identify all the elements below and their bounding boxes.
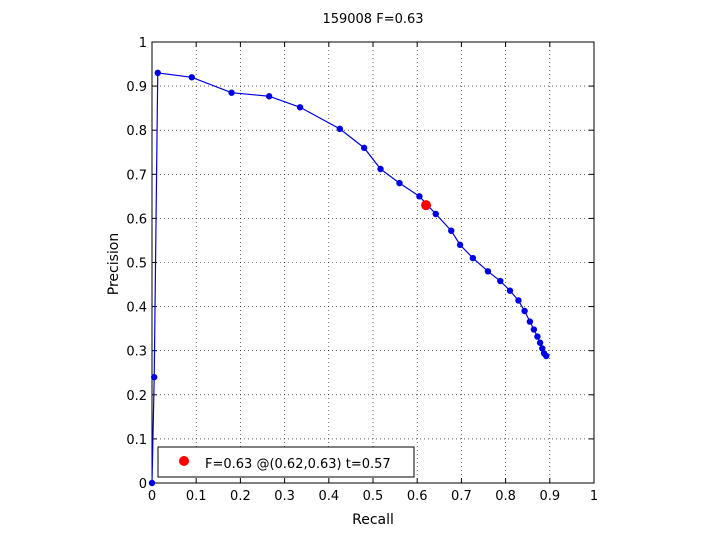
- grid-lines: [152, 42, 594, 483]
- legend-box: [157, 446, 415, 478]
- data-point: [265, 93, 273, 100]
- y-tick-label: 0.3: [126, 345, 147, 360]
- data-point: [543, 352, 550, 360]
- data-point: [154, 69, 161, 77]
- y-axis-label: Precision: [106, 233, 122, 295]
- y-tick-label: 0.9: [126, 80, 147, 95]
- x-tick-label: 0.6: [407, 489, 428, 504]
- data-point: [416, 193, 423, 200]
- legend: F=0.63 @(0.62,0.63) t=0.57: [157, 446, 415, 478]
- y-tick-label: 0.1: [126, 433, 147, 448]
- y-tick-label: 0.2: [126, 389, 147, 404]
- data-point: [526, 318, 534, 325]
- y-tick-label: 1: [139, 36, 147, 51]
- x-axis-label: Recall: [352, 512, 394, 528]
- series-line: [151, 72, 547, 484]
- data-point: [506, 287, 514, 294]
- data-point: [360, 144, 368, 152]
- x-tick-label: 0.3: [274, 489, 295, 504]
- data-point: [456, 241, 464, 249]
- x-tick-label: 0: [148, 489, 156, 504]
- y-tick-label: 0.7: [126, 168, 147, 183]
- legend-marker: [179, 456, 189, 466]
- data-point: [377, 165, 384, 173]
- data-point: [530, 326, 538, 333]
- data-point: [497, 277, 504, 285]
- data-point: [534, 333, 541, 340]
- data-point: [515, 297, 522, 304]
- axis-ticks: 0 0.1 0.2 0.3 0.4 0.5 0.6 0.7 0.8 0.9 1 0 0.1 0.2 0.3 0…: [126, 36, 598, 504]
- data-point: [336, 125, 344, 133]
- data-point: [188, 74, 195, 81]
- x-tick-label: 0.4: [318, 489, 339, 504]
- data-point: [432, 210, 439, 218]
- highlight-layer: [421, 200, 432, 211]
- x-tick-label: 1: [590, 489, 598, 504]
- x-tick-label: 0.2: [230, 489, 251, 504]
- data-point: [539, 345, 546, 352]
- series-layer: [148, 69, 550, 487]
- best-f-point: [421, 200, 432, 211]
- data-point: [296, 104, 304, 111]
- x-tick-label: 0.5: [363, 489, 384, 504]
- y-tick-label: 0.6: [126, 212, 147, 227]
- data-point: [484, 268, 492, 275]
- data-point: [396, 179, 403, 187]
- data-point: [521, 307, 528, 315]
- data-point: [448, 227, 455, 234]
- data-point: [151, 373, 158, 381]
- data-point: [469, 254, 477, 262]
- y-tick-label: 0: [139, 477, 147, 492]
- x-tick-label: 0.8: [495, 489, 516, 504]
- data-point: [148, 479, 156, 487]
- x-tick-label: 0.1: [186, 489, 207, 504]
- y-tick-label: 0.4: [126, 301, 147, 316]
- y-tick-label: 0.5: [126, 257, 147, 272]
- legend-text: F=0.63 @(0.62,0.63) t=0.57: [205, 457, 391, 472]
- data-point: [228, 89, 235, 96]
- x-tick-label: 0.9: [539, 489, 560, 504]
- data-point: [536, 339, 544, 346]
- x-tick-label: 0.7: [451, 489, 472, 504]
- chart-title: 159008 F=0.63: [322, 12, 423, 27]
- y-tick-label: 0.8: [126, 124, 147, 139]
